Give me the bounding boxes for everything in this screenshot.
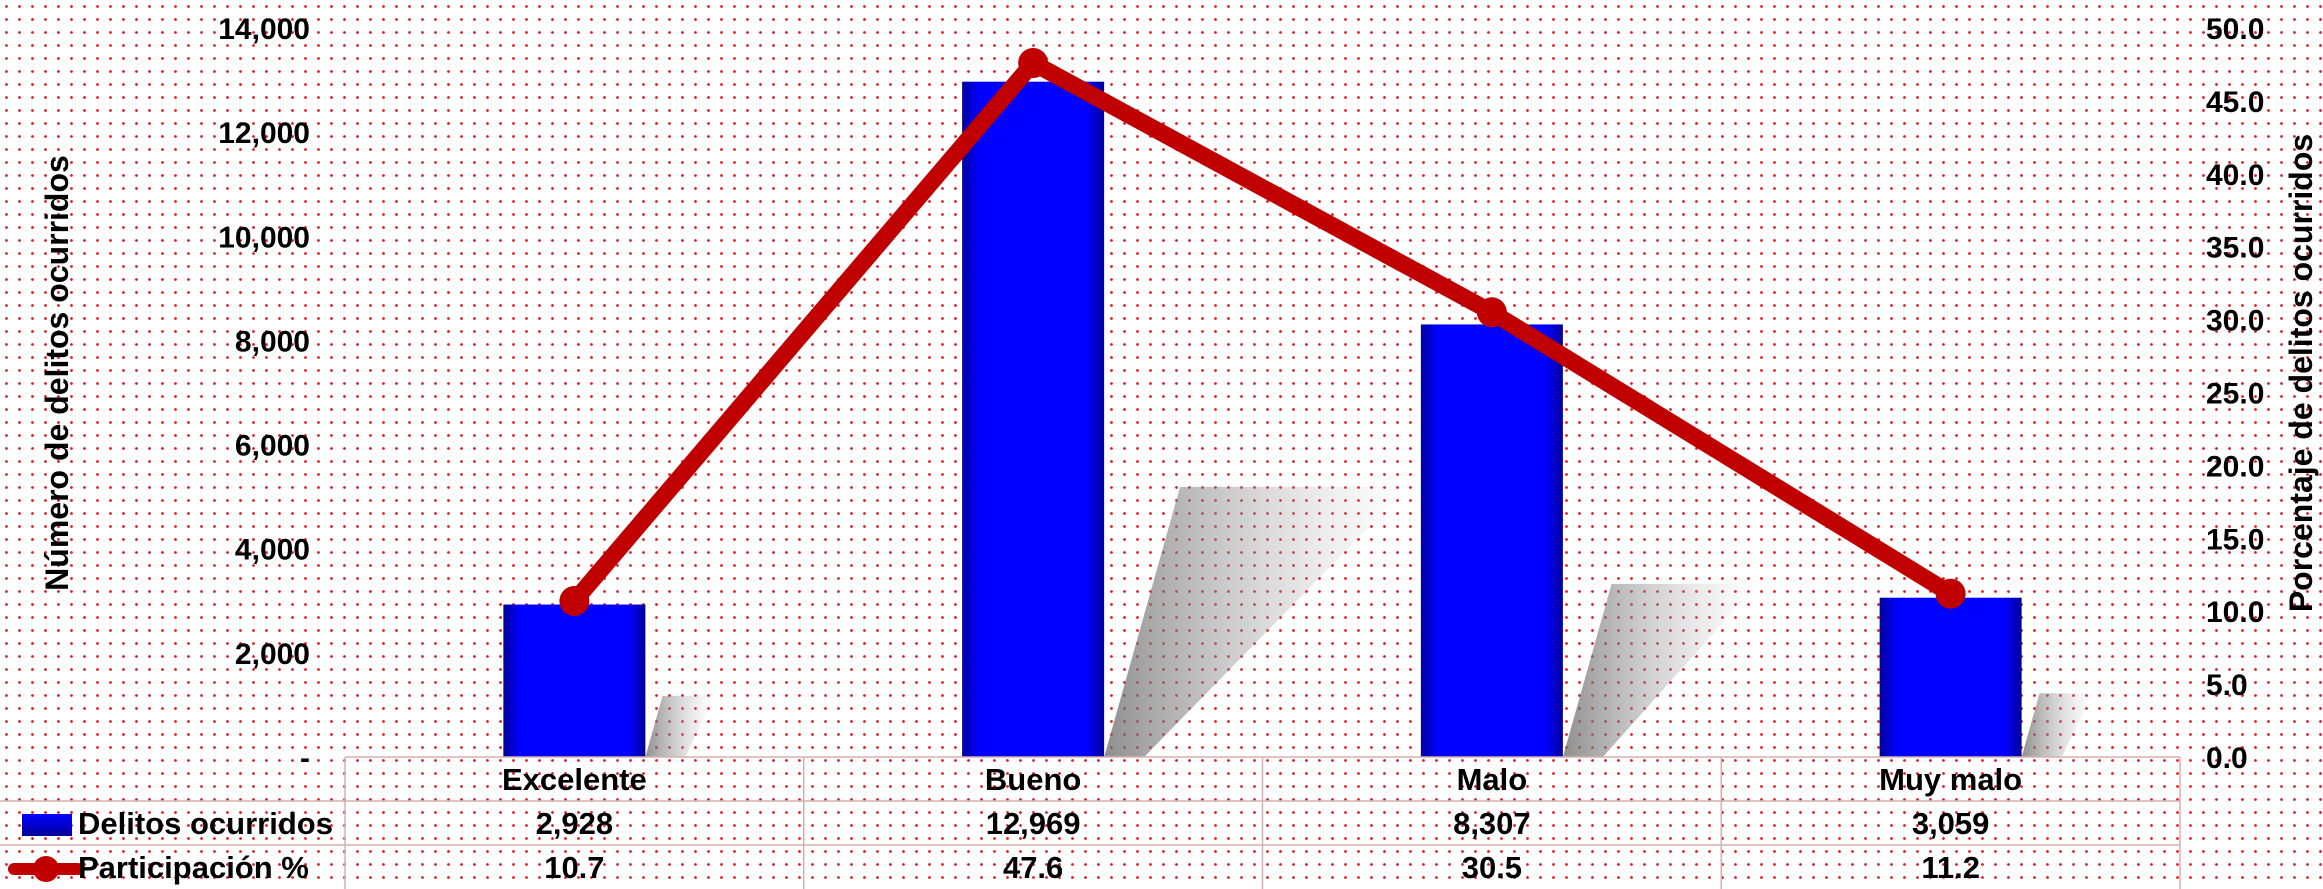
category-label: Excelente xyxy=(502,762,647,797)
y-tick-label: 10,000 xyxy=(218,221,310,254)
bar-shadow xyxy=(2021,693,2094,757)
y-tick-label: 8,000 xyxy=(235,325,310,358)
category-label: Bueno xyxy=(985,762,1081,797)
bar-muy-malo xyxy=(1879,597,2022,757)
bar-shadow xyxy=(1104,486,1409,757)
bar-excelente xyxy=(503,604,646,757)
line-point xyxy=(1935,578,1966,609)
line-point xyxy=(1018,47,1049,78)
y-tick-label: 6,000 xyxy=(235,430,310,463)
table-cell-value: 47.6 xyxy=(1003,850,1063,885)
y-tick-label: 4,000 xyxy=(235,534,310,567)
y-axis-left: - 2,000 4,000 6,000 8,000 10,000 12,000 14,000 xyxy=(218,13,310,775)
table-cell-value: 8,307 xyxy=(1453,806,1531,841)
line-series-group xyxy=(559,47,1966,616)
table-row-label: Participación % xyxy=(78,850,309,885)
table-cell-value: 3,059 xyxy=(1912,806,1990,841)
y2-tick-label: 25.0 xyxy=(2206,378,2264,411)
y-tick-label: 2,000 xyxy=(235,638,310,671)
y-tick-label: 12,000 xyxy=(218,117,310,150)
bar-shadow xyxy=(1562,583,1758,757)
line-participacion xyxy=(565,54,1960,610)
table-cell-value: 11.2 xyxy=(1921,850,1980,885)
y2-tick-label: 50.0 xyxy=(2206,13,2264,46)
y2-axis-title: Porcentaje de delitos ocurridos xyxy=(2283,134,2319,612)
bar-malo xyxy=(1420,324,1563,757)
category-label: Malo xyxy=(1457,762,1528,797)
y-tick-label: 14,000 xyxy=(218,13,310,46)
line-point xyxy=(559,585,590,616)
table-row-label: Delitos ocurridos xyxy=(78,806,333,841)
y-axis-title: Número de delitos ocurridos xyxy=(39,155,75,591)
table-cell-value: 12,969 xyxy=(986,806,1081,841)
bar-shadow xyxy=(645,696,714,757)
y2-tick-label: 35.0 xyxy=(2206,232,2264,265)
legend-key-bar xyxy=(22,814,72,836)
y2-tick-label: 0.0 xyxy=(2206,742,2248,775)
y2-tick-label: 40.0 xyxy=(2206,159,2264,192)
y2-tick-label: 45.0 xyxy=(2206,86,2264,119)
y-axis-right: 0.0 5.0 10.0 15.0 20.0 25.0 30.0 35.0 40.0 45.0 50… xyxy=(2206,13,2264,775)
y2-tick-label: 5.0 xyxy=(2206,669,2248,702)
table-cell-value: 2,928 xyxy=(536,806,614,841)
y2-tick-label: 20.0 xyxy=(2206,450,2264,483)
line-point xyxy=(1476,297,1507,328)
table-cell-value: 10.7 xyxy=(544,850,604,885)
y2-tick-label: 15.0 xyxy=(2206,523,2264,556)
bar-bueno xyxy=(962,81,1105,757)
y-tick-label: - xyxy=(300,742,310,775)
y2-tick-label: 30.0 xyxy=(2206,305,2264,338)
legend-key-marker xyxy=(33,856,59,882)
table-cell-value: 30.5 xyxy=(1462,850,1522,885)
bar-shadows xyxy=(645,486,2094,757)
bars-group xyxy=(503,81,2022,757)
y2-tick-label: 10.0 xyxy=(2206,596,2264,629)
category-label: Muy malo xyxy=(1879,762,2022,797)
data-table: Excelente Bueno Malo Muy malo Delitos ocurri… xyxy=(0,756,2181,889)
